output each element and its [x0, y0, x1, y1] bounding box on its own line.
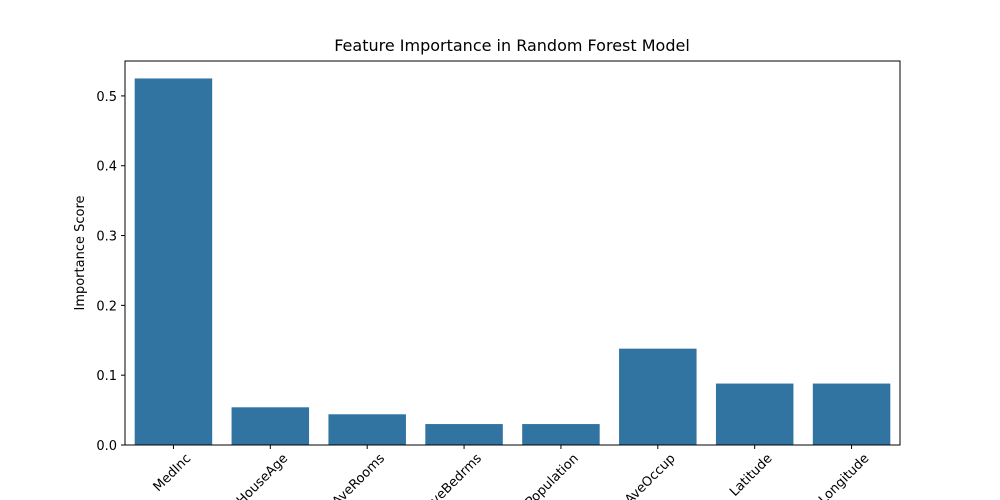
bar-aveoccup	[619, 348, 697, 445]
y-tick-label: 0.1	[96, 369, 117, 384]
x-tick-label-aveoccup: AveOccup	[622, 451, 678, 500]
bars-layer	[134, 78, 891, 446]
bar-medinc	[134, 78, 213, 446]
x-tick-label-latitude: Latitude	[727, 451, 775, 499]
chart-title: Feature Importance in Random Forest Mode…	[334, 36, 690, 55]
bar-population	[522, 424, 600, 445]
bar-latitude	[715, 383, 794, 445]
y-tick-label: 0.4	[96, 160, 117, 175]
plot-frame	[124, 60, 901, 446]
y-tick-label: 0.2	[96, 299, 117, 314]
y-axis-label: Importance Score	[73, 195, 88, 310]
x-tick-label-averooms: AveRooms	[330, 451, 389, 500]
bar-houseage	[231, 407, 310, 445]
x-tick-label-population: Population	[523, 451, 582, 500]
y-tick-label: 0.0	[96, 439, 117, 454]
bar-averooms	[328, 414, 406, 445]
bar-longitude	[812, 383, 891, 445]
x-tick-label-longitude: Longitude	[816, 451, 872, 500]
y-tick-label: 0.5	[96, 90, 117, 105]
y-tick-label: 0.3	[96, 230, 117, 245]
x-tick-label-houseage: HouseAge	[234, 451, 291, 500]
x-axis: MedInc HouseAge AveRooms AveBedrms Populatio…	[151, 445, 872, 500]
y-axis: 0.0 0.1 0.2 0.3 0.4 0.5	[96, 90, 125, 454]
x-tick-label-avebedrms: AveBedrms	[422, 451, 485, 500]
x-tick-label-medinc: MedInc	[151, 451, 195, 495]
bar-avebedrms	[425, 424, 503, 445]
